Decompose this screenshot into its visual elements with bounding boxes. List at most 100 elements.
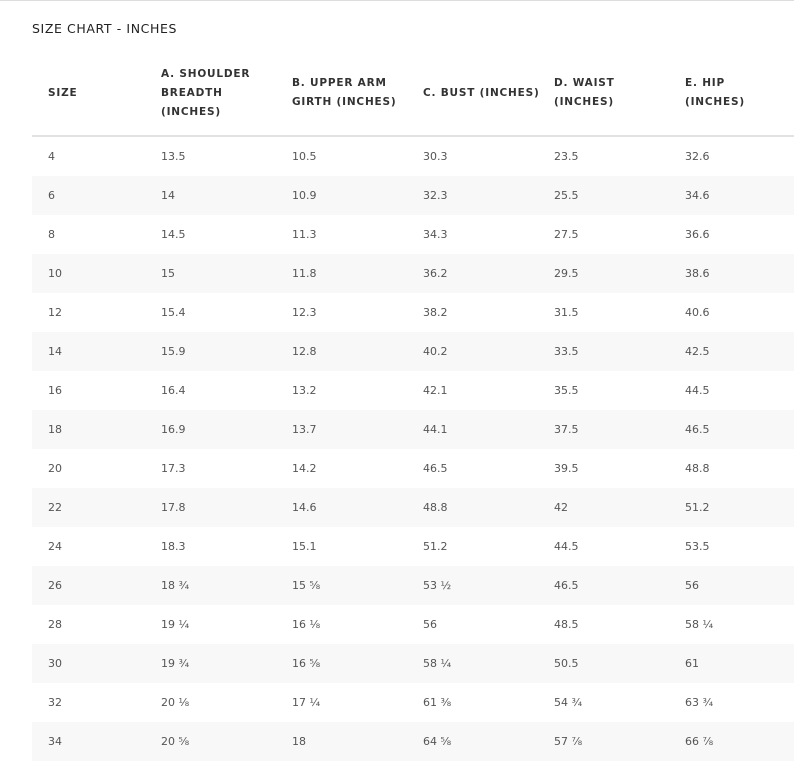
table-cell: 40.2 [423, 332, 554, 371]
table-cell: 42 [554, 488, 685, 527]
table-cell: 33.5 [554, 332, 685, 371]
table-cell: 14 [32, 332, 161, 371]
table-cell: 20 [48, 462, 62, 475]
table-row: 34 20 ⅝ 18 64 ⅝ 57 ⅞ 66 ⅞ [32, 722, 794, 761]
table-cell: 16 ⅛ [292, 618, 321, 631]
table-cell: 35.5 [554, 384, 579, 397]
table-cell: 46.5 [423, 462, 448, 475]
table-row: 30 19 ¾ 16 ⅝ 58 ¼ 50.5 61 [32, 644, 794, 683]
size-table: SIZE A. SHOULDER BREADTH (INCHES) B. UPPER… [32, 51, 794, 761]
table-cell: 61 ⅜ [423, 696, 452, 709]
table-cell: 37.5 [554, 410, 685, 449]
table-cell: 30 [32, 644, 161, 683]
table-cell: 18 [32, 410, 161, 449]
table-cell: 36.6 [685, 228, 710, 241]
header-row: SIZE A. SHOULDER BREADTH (INCHES) B. UPPER… [32, 51, 794, 137]
table-cell: 48.8 [423, 488, 554, 527]
table-row: 14 15.9 12.8 40.2 33.5 42.5 [32, 332, 794, 371]
table-cell: 10 [32, 254, 161, 293]
column-header: A. SHOULDER BREADTH (INCHES) [161, 51, 292, 137]
table-cell: 17.3 [161, 462, 186, 475]
table-cell: 16.4 [161, 384, 186, 397]
table-cell: 42.5 [685, 332, 794, 371]
table-row: 20 17.3 14.2 46.5 39.5 48.8 [32, 449, 794, 488]
table-row: 6 14 10.9 32.3 25.5 34.6 [32, 176, 794, 215]
table-cell: 32 [48, 696, 62, 709]
table-cell: 25.5 [554, 176, 685, 215]
table-cell: 14.6 [292, 488, 423, 527]
column-header: C. BUST (INCHES) [423, 51, 554, 137]
table-cell: 16.9 [161, 410, 292, 449]
table-body: 4 13.5 10.5 30.3 23.5 32.6 6 14 10.9 32.3 25.5 34.6… [32, 136, 794, 761]
table-cell: 64 ⅝ [423, 722, 554, 761]
table-cell: 38.2 [423, 306, 448, 319]
table-cell: 66 ⅞ [685, 722, 794, 761]
table-row: 4 13.5 10.5 30.3 23.5 32.6 [32, 136, 794, 176]
table-cell: 11.8 [292, 254, 423, 293]
table-cell: 50.5 [554, 644, 685, 683]
table-cell: 56 [685, 566, 794, 605]
table-cell: 46.5 [685, 410, 794, 449]
table-cell: 17 ¼ [292, 696, 321, 709]
table-cell: 10.5 [292, 150, 317, 163]
table-cell: 36.2 [423, 254, 554, 293]
table-cell: 13.5 [161, 150, 186, 163]
table-row: 12 15.4 12.3 38.2 31.5 40.6 [32, 293, 794, 332]
table-cell: 14 [161, 176, 292, 215]
table-cell: 19 ¾ [161, 644, 292, 683]
table-cell: 15 ⅝ [292, 566, 423, 605]
table-cell: 27.5 [554, 228, 579, 241]
table-row: 18 16.9 13.7 44.1 37.5 46.5 [32, 410, 794, 449]
table-cell: 24 [48, 540, 62, 553]
table-row: 8 14.5 11.3 34.3 27.5 36.6 [32, 215, 794, 254]
table-cell: 15.4 [161, 306, 186, 319]
table-cell: 57 ⅞ [554, 722, 685, 761]
table-cell: 51.2 [423, 540, 448, 553]
table-cell: 34.6 [685, 176, 794, 215]
table-cell: 29.5 [554, 254, 685, 293]
table-cell: 63 ¾ [685, 696, 714, 709]
table-cell: 13.2 [292, 384, 317, 397]
table-cell: 48.8 [685, 462, 710, 475]
table-cell: 51.2 [685, 488, 794, 527]
table-cell: 32.6 [685, 150, 710, 163]
table-cell: 53 ½ [423, 566, 554, 605]
table-row: 22 17.8 14.6 48.8 42 51.2 [32, 488, 794, 527]
table-cell: 42.1 [423, 384, 448, 397]
table-cell: 22 [32, 488, 161, 527]
table-cell: 15.1 [292, 540, 317, 553]
table-cell: 30.3 [423, 150, 448, 163]
table-cell: 16 ⅝ [292, 644, 423, 683]
table-cell: 58 ¼ [685, 618, 714, 631]
table-cell: 18.3 [161, 540, 186, 553]
table-cell: 10.9 [292, 176, 423, 215]
table-cell: 28 [48, 618, 62, 631]
table-cell: 53.5 [685, 540, 710, 553]
table-cell: 39.5 [554, 462, 579, 475]
column-header: D. WAIST (INCHES) [554, 51, 685, 137]
table-row: 32 20 ⅛ 17 ¼ 61 ⅜ 54 ¾ 63 ¾ [32, 683, 794, 722]
table-row: 10 15 11.8 36.2 29.5 38.6 [32, 254, 794, 293]
table-cell: 14.5 [161, 228, 186, 241]
table-row: 28 19 ¼ 16 ⅛ 56 48.5 58 ¼ [32, 605, 794, 644]
table-cell: 32.3 [423, 176, 554, 215]
table-cell: 11.3 [292, 228, 317, 241]
table-cell: 16 [48, 384, 62, 397]
table-cell: 17.8 [161, 488, 292, 527]
table-cell: 44.5 [554, 540, 579, 553]
table-cell: 34 [32, 722, 161, 761]
table-cell: 12.8 [292, 332, 423, 371]
table-cell: 20 ⅝ [161, 722, 292, 761]
table-cell: 44.1 [423, 410, 554, 449]
table-cell: 56 [423, 618, 437, 631]
table-cell: 40.6 [685, 306, 710, 319]
table-cell: 54 ¾ [554, 696, 583, 709]
table-cell: 34.3 [423, 228, 448, 241]
table-cell: 26 [32, 566, 161, 605]
table-row: 16 16.4 13.2 42.1 35.5 44.5 [32, 371, 794, 410]
table-cell: 12.3 [292, 306, 317, 319]
table-cell: 46.5 [554, 566, 685, 605]
table-cell: 23.5 [554, 150, 579, 163]
